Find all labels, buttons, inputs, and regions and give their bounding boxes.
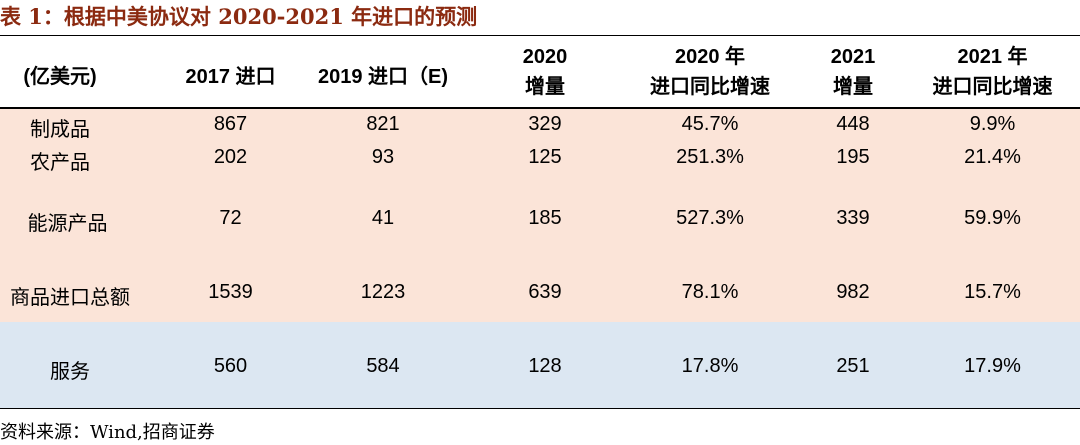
row-2021-growth: 15.7%	[964, 281, 1021, 303]
title-divider	[0, 35, 1080, 36]
row-2020-growth: 251.3%	[676, 146, 744, 168]
row-2021-increase: 339	[836, 207, 870, 229]
table-bottom-border	[0, 408, 1080, 409]
row-2017-import: 867	[213, 113, 248, 135]
header-2020-increase: 2020 增量	[495, 42, 595, 102]
row-2017-import: 560	[213, 355, 248, 377]
row-2021-increase: 195	[836, 146, 870, 168]
row-2017-import: 202	[213, 146, 248, 168]
header-2021-increase-year: 2021	[830, 46, 876, 68]
row-2021-growth: 59.9%	[964, 207, 1021, 229]
row-category: 服务	[50, 361, 90, 383]
row-category: 制成品	[30, 119, 90, 141]
header-divider	[0, 107, 1080, 109]
row-2021-growth: 9.9%	[969, 113, 1016, 135]
row-2020-growth: 17.8%	[681, 355, 739, 377]
header-2021-growth-year: 2021 年	[957, 46, 1028, 68]
row-2019-import: 584	[366, 355, 400, 377]
row-2019-import: 1223	[360, 281, 406, 303]
row-2021-increase: 448	[836, 113, 870, 135]
table-header: (亿美元) 2017 进口 2019 进口（E) 2020 增量 2020 年 …	[0, 37, 1080, 108]
header-2017-import: 2017 进口	[185, 66, 276, 88]
header-2020-growth-year: 2020 年	[674, 46, 746, 68]
row-2017-import: 1539	[208, 281, 253, 303]
row-category: 能源产品	[27, 213, 108, 235]
row-2020-increase: 185	[528, 207, 562, 229]
header-2021-increase-label: 增量	[833, 76, 873, 98]
row-2021-growth: 17.9%	[964, 355, 1021, 377]
row-2020-increase: 639	[528, 281, 562, 303]
row-2017-import: 72	[219, 207, 242, 229]
header-2020-growth: 2020 年 进口同比增速	[620, 42, 800, 102]
row-2019-import: 41	[371, 207, 395, 229]
row-category: 农产品	[30, 152, 90, 174]
header-2020-growth-label: 进口同比增速	[650, 76, 770, 98]
header-2021-growth-label: 进口同比增速	[932, 76, 1053, 98]
row-2020-growth: 527.3%	[676, 207, 744, 229]
source-note: 资料来源：Wind,招商证券	[0, 422, 215, 443]
row-2020-increase: 125	[528, 146, 562, 168]
services-band	[0, 322, 1080, 408]
row-2020-growth: 45.7%	[681, 113, 739, 135]
header-2021-increase: 2021 增量	[803, 42, 903, 102]
row-2021-growth: 21.4%	[964, 146, 1021, 168]
row-2020-growth: 78.1%	[681, 281, 739, 303]
row-2020-increase: 128	[528, 355, 562, 377]
table-title: 表 1：根据中美协议对 2020-2021 年进口的预测	[0, 4, 478, 29]
header-2019-import: 2019 进口（E)	[317, 66, 449, 88]
header-2021-growth: 2021 年 进口同比增速	[905, 42, 1080, 102]
header-unit: (亿美元)	[23, 66, 97, 88]
header-2020-increase-label: 增量	[525, 76, 565, 98]
row-2021-increase: 982	[836, 281, 870, 303]
row-2021-increase: 251	[836, 355, 870, 377]
header-2020-increase-year: 2020	[522, 46, 568, 68]
row-2019-import: 821	[366, 113, 400, 135]
row-category: 商品进口总额	[10, 287, 130, 309]
goods-band	[0, 109, 1080, 322]
row-2020-increase: 329	[528, 113, 562, 135]
row-2019-import: 93	[371, 146, 395, 168]
